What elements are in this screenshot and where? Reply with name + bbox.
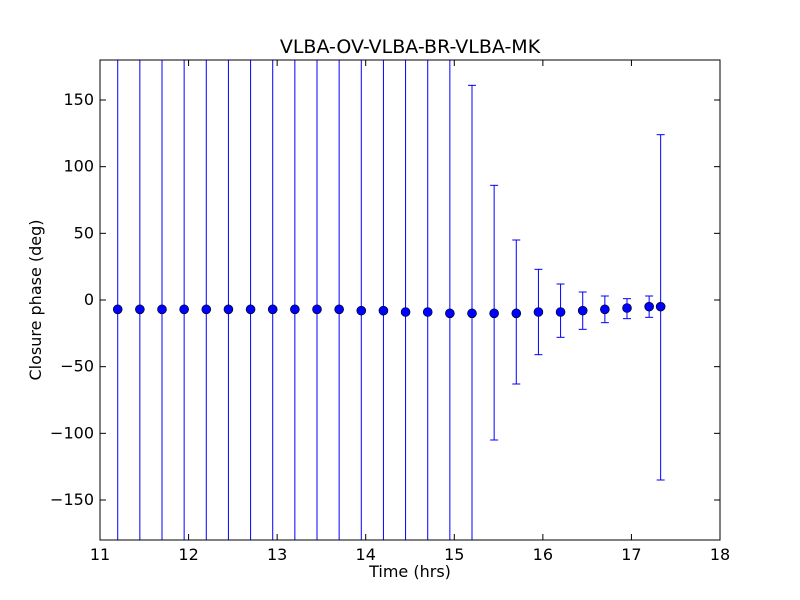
y-tick-label: 50 bbox=[74, 223, 94, 242]
data-point bbox=[489, 308, 499, 319]
x-tick-label: 13 bbox=[267, 545, 287, 564]
y-tick-label: 0 bbox=[84, 290, 94, 309]
data-point bbox=[290, 304, 300, 315]
x-tick-label: 15 bbox=[444, 545, 464, 564]
y-tick-label: −50 bbox=[60, 357, 94, 376]
plot-area bbox=[112, 60, 666, 540]
data-point bbox=[201, 304, 212, 315]
x-axis-title: Time (hrs) bbox=[368, 562, 451, 581]
data-point bbox=[655, 301, 666, 312]
y-tick-label: −100 bbox=[50, 423, 94, 442]
y-axis: −150 −100 −50 0 50 100 150 bbox=[50, 90, 720, 509]
data-point bbox=[467, 308, 477, 319]
data-point bbox=[112, 304, 123, 315]
chart-title: VLBA-OV-VLBA-BR-VLBA-MK bbox=[280, 36, 541, 58]
x-tick-label: 16 bbox=[533, 545, 553, 564]
data-point bbox=[422, 307, 433, 317]
x-tick-label: 12 bbox=[178, 545, 198, 564]
data-point bbox=[157, 304, 167, 315]
data-point bbox=[400, 307, 411, 317]
data-point bbox=[445, 308, 455, 319]
data-point bbox=[334, 304, 344, 315]
x-tick-label: 14 bbox=[356, 545, 376, 564]
data-point bbox=[555, 307, 566, 317]
data-point bbox=[644, 301, 654, 312]
data-point bbox=[622, 303, 632, 313]
x-axis: 11 12 13 14 15 16 17 18 bbox=[90, 60, 730, 564]
series-group bbox=[112, 60, 666, 540]
y-tick-label: −150 bbox=[50, 490, 94, 509]
x-tick-label: 11 bbox=[90, 545, 110, 564]
data-point bbox=[223, 304, 234, 315]
data-point bbox=[511, 308, 522, 319]
data-point bbox=[577, 305, 588, 316]
data-point bbox=[378, 305, 389, 316]
data-point bbox=[600, 304, 610, 315]
data-point bbox=[533, 307, 544, 317]
data-point bbox=[245, 304, 256, 315]
data-point bbox=[312, 304, 322, 315]
data-point bbox=[267, 304, 278, 315]
data-point bbox=[356, 305, 367, 316]
y-tick-label: 100 bbox=[63, 157, 94, 176]
x-tick-label: 18 bbox=[710, 545, 730, 564]
data-point bbox=[179, 304, 189, 315]
y-tick-label: 150 bbox=[63, 90, 94, 109]
data-point bbox=[135, 304, 145, 315]
x-tick-label: 17 bbox=[621, 545, 641, 564]
y-axis-title: Closure phase (deg) bbox=[26, 219, 45, 380]
